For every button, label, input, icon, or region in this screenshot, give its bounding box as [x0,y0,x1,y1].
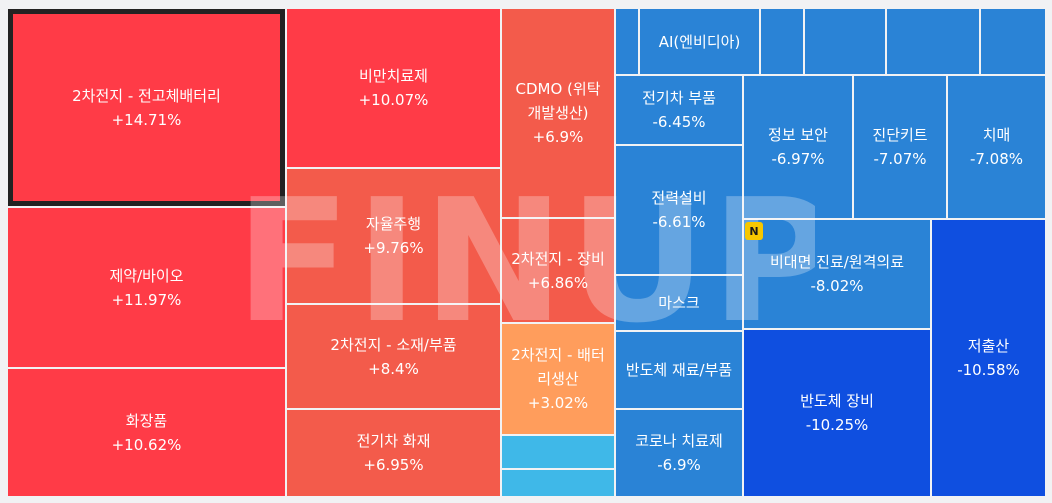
treemap-tile[interactable] [981,9,1045,74]
tile-label: 2차전지 - 전고체배터리 [72,86,221,105]
tile-label: 전기차 화재 [356,432,431,450]
treemap-tile[interactable] [805,9,885,74]
tile-value: -8.02% [810,277,864,295]
treemap-tile[interactable]: 2차전지 - 배터리생산 +3.02% [502,324,614,434]
treemap-tile[interactable]: 반도체 장비 -10.25% [744,330,930,496]
tile-value: +10.07% [358,91,429,109]
tile-label: 전기차 부품 [642,89,716,107]
treemap-tile[interactable]: 2차전지 - 장비 +6.86% [502,219,614,322]
tile-label: 코로나 치료제 [635,432,723,450]
tile-label: 비만치료제 [358,67,428,85]
treemap-tile[interactable]: 2차전지 - 소재/부품 +8.4% [287,305,500,408]
treemap-tile[interactable]: 코로나 치료제 -6.9% [616,410,742,496]
tile-label: 자율주행 [365,215,422,233]
tile-value: +6.95% [363,456,424,474]
treemap-tile[interactable]: 정보 보안 -6.97% [744,76,852,218]
tile-value: -7.07% [873,150,927,168]
tile-label: 진단키트 [872,126,928,144]
tile-label: 2차전지 - 소재/부품 [330,335,457,354]
tile-value: +10.62% [111,435,182,454]
tile-value: -7.08% [969,150,1024,168]
treemap-tile[interactable] [616,9,638,74]
treemap-tile[interactable]: AI(엔비디아) [640,9,759,74]
tile-value: +14.71% [111,110,182,129]
new-badge: N [745,222,763,240]
treemap-tile[interactable] [502,436,614,468]
tile-value: -6.45% [652,113,706,131]
treemap-tile[interactable]: 치매 -7.08% [948,76,1045,218]
tile-value: +6.86% [527,273,589,292]
treemap-tile[interactable]: CDMO (위탁 개발생산) +6.9% [502,9,614,217]
treemap-tile[interactable]: 저출산 -10.58% [932,220,1045,496]
tile-label: 저출산 [967,337,1010,355]
tile-value: -6.97% [771,150,825,168]
treemap-tile[interactable]: 전력설비 -6.61% [616,146,742,274]
tile-value: +6.9% [532,128,584,146]
tile-value: +11.97% [111,290,182,309]
tile-value: -6.61% [652,213,706,231]
tile-label: AI(엔비디아) [658,32,741,51]
tile-value: -10.58% [957,361,1020,379]
tile-label: CDMO (위탁 개발생산) [515,80,601,122]
tile-value: +8.4% [368,359,419,378]
tile-value: -10.25% [805,416,869,434]
treemap-tile[interactable] [887,9,979,74]
treemap-tile[interactable]: 진단키트 -7.07% [854,76,946,218]
treemap-tile[interactable]: 반도체 재료/부품 [616,332,742,408]
tile-value: +3.02% [527,394,589,412]
treemap-tile[interactable] [771,9,803,74]
treemap-tile[interactable]: 화장품 +10.62% [8,369,285,496]
tile-label: 정보 보안 [768,126,828,144]
treemap-tile[interactable]: 비만치료제 +10.07% [287,9,500,167]
tile-label: 전력설비 [651,189,707,207]
treemap-tile[interactable]: 2차전지 - 전고체배터리 +14.71% [8,9,285,206]
tile-label: 반도체 장비 [800,392,874,410]
treemap-tile[interactable] [502,470,614,496]
treemap-tile[interactable] [761,9,773,74]
tile-label: 비대면 진료/원격의료 [769,253,905,271]
tile-value: +9.76% [363,239,424,257]
treemap-tile[interactable]: 제약/바이오 +11.97% [8,208,285,367]
tile-label: 제약/바이오 [109,266,184,285]
tile-label: 2차전지 - 배터리생산 [511,346,605,388]
treemap-tile[interactable]: 자율주행 +9.76% [287,169,500,303]
tile-label: 마스크 [658,294,700,312]
treemap-tile[interactable]: 전기차 화재 +6.95% [287,410,500,496]
tile-label: 반도체 재료/부품 [625,361,733,379]
tile-label: 화장품 [125,411,168,430]
treemap-tile[interactable]: 마스크 [616,276,742,330]
tile-label: 2차전지 - 장비 [511,249,605,268]
tile-value: -6.9% [657,456,701,474]
tile-label: 치매 [982,126,1011,144]
treemap-tile[interactable]: 전기차 부품 -6.45% [616,76,742,144]
treemap-tile[interactable]: 비대면 진료/원격의료 -8.02% [744,220,930,328]
